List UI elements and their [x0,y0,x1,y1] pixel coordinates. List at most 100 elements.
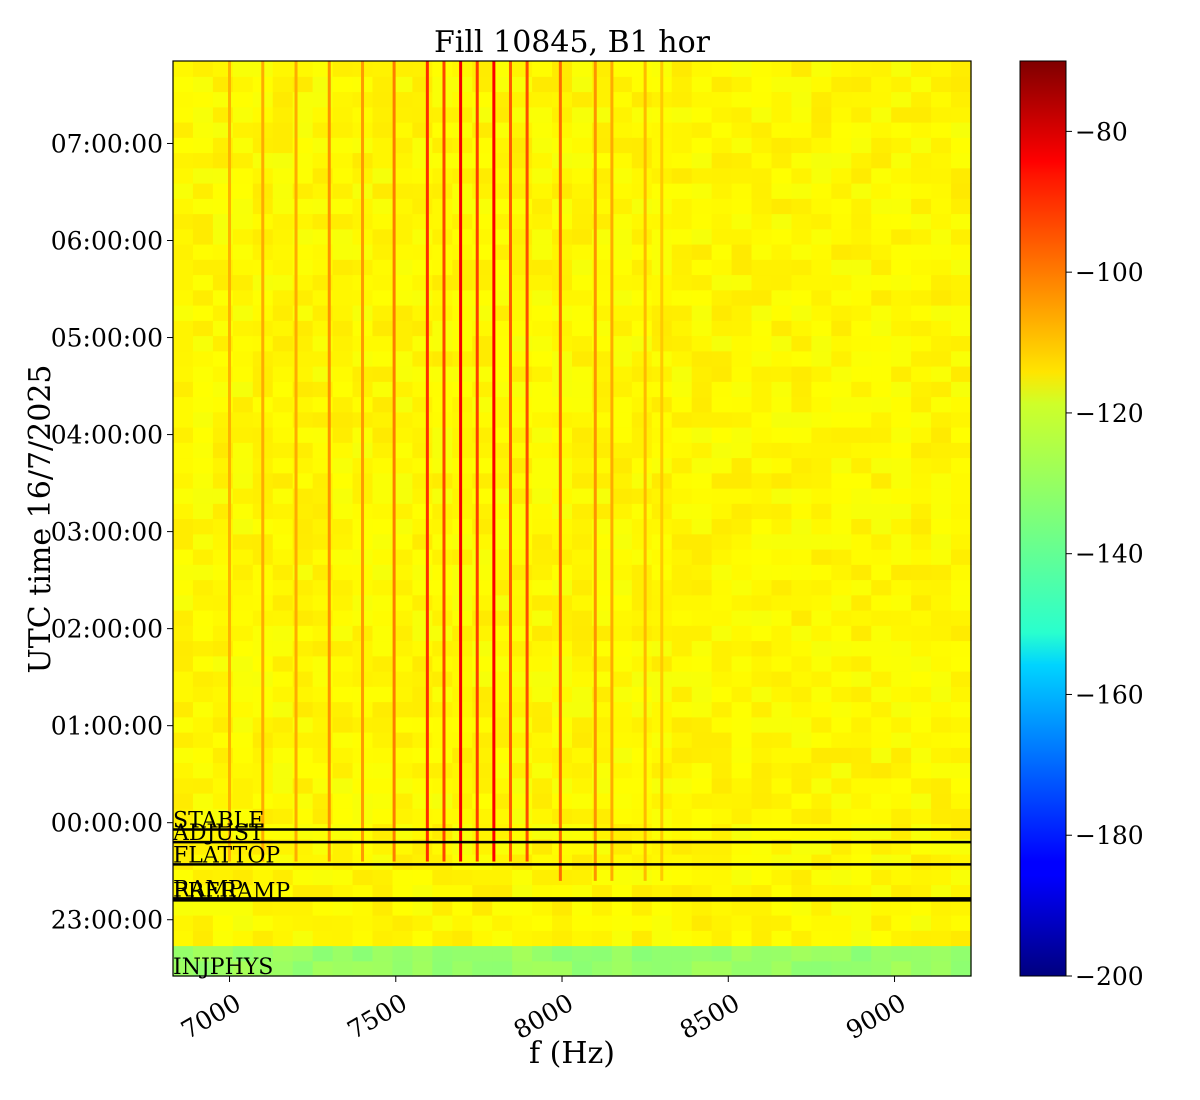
heatmap-cell [532,899,553,916]
heatmap-cell [472,488,493,504]
heatmap-cell [352,915,374,931]
heatmap-cell [611,762,633,779]
heatmap-cell [173,213,194,230]
y-tick-label: 00:00:00 [51,809,163,838]
heatmap-cell [871,747,892,764]
heatmap-cell [851,518,872,535]
heatmap-cell [851,533,872,550]
heatmap-cell [691,625,713,642]
heatmap-cell [452,488,473,504]
heatmap-cell [392,366,413,382]
heatmap-cell [472,594,493,611]
heatmap-cell [951,122,972,138]
heatmap-cell [552,381,573,398]
heatmap-cell [192,366,214,382]
heatmap-cell [931,335,952,352]
heatmap-cell [931,610,952,626]
heatmap-cell [731,91,753,108]
heatmap-cell [591,533,613,550]
heatmap-cell [512,350,533,367]
heatmap-cell [891,671,912,687]
heatmap-cell [751,152,773,169]
heatmap-cell [691,640,713,657]
heatmap-cell [552,259,573,276]
heatmap-cell [851,183,872,199]
heatmap-cell [771,335,793,352]
heatmap-cell [452,274,473,291]
heatmap-cell [512,488,533,504]
heatmap-cell [192,381,214,398]
heatmap-cell [951,61,972,77]
heatmap-cell [512,106,533,123]
heatmap-cell [951,305,972,321]
heatmap-cell [232,579,254,596]
heatmap-cell [232,137,254,154]
heatmap-cell [591,716,613,733]
heatmap-cell [512,305,533,321]
heatmap-cell [931,213,952,230]
heatmap-cell [891,137,912,154]
heatmap-cell [472,930,493,947]
heatmap-cell [492,823,513,840]
heatmap-cell [472,274,493,291]
heatmap-cell [332,472,354,489]
heatmap-cell [671,777,693,794]
heatmap-cell [751,320,773,337]
heatmap-cell [691,579,713,596]
heatmap-cell [631,869,653,886]
heatmap-cell [871,305,892,321]
phase-marker-label: STABLE [173,808,264,833]
heatmap-cell [591,869,613,886]
heatmap-cell [232,701,254,718]
heatmap-cell [751,91,773,108]
heatmap-cell [791,732,812,748]
heatmap-cell [272,625,294,642]
heatmap-cell [452,396,473,413]
heatmap-cell [412,549,433,565]
heatmap-cell [173,91,194,108]
heatmap-cell [831,762,852,779]
heatmap-cell [771,930,793,947]
heatmap-cell [452,732,473,748]
heatmap-cell [931,732,952,748]
heatmap-cell [232,915,254,931]
heatmap-cell [951,945,972,962]
heatmap-cell [492,549,513,565]
heatmap-cell [412,625,433,642]
heatmap-cell [392,137,413,154]
heatmap-cell [372,533,394,550]
heatmap-cell [711,640,733,657]
heatmap-cell [911,640,932,657]
heatmap-cell [552,183,573,199]
heatmap-cell [272,686,294,703]
heatmap-cell [492,442,513,459]
heatmap-cell [771,122,793,138]
heatmap-cell [572,228,593,245]
heatmap-cell [891,747,912,764]
heatmap-cell [272,503,294,520]
heatmap-cell [232,366,254,382]
heatmap-cell [572,335,593,352]
heatmap-cell [552,472,573,489]
heatmap-cell [911,625,932,642]
heatmap-cell [611,183,633,199]
heatmap-cell [731,244,753,260]
heatmap-cell [472,671,493,687]
heatmap-cell [532,366,553,382]
heatmap-cell [891,793,912,809]
heatmap-cell [591,732,613,748]
heatmap-cell [512,76,533,93]
heatmap-cell [691,823,713,840]
heatmap-cell [412,411,433,428]
heatmap-cell [591,91,613,108]
heatmap-cell [412,228,433,245]
heatmap-cell [751,350,773,367]
heatmap-cell [731,533,753,550]
heatmap-cell [552,610,573,626]
heatmap-cell [412,915,433,931]
heatmap-cell [871,427,892,443]
heatmap-cell [492,732,513,748]
heatmap-cell [731,320,753,337]
heatmap-cell [931,320,952,337]
heatmap-cell [492,716,513,733]
